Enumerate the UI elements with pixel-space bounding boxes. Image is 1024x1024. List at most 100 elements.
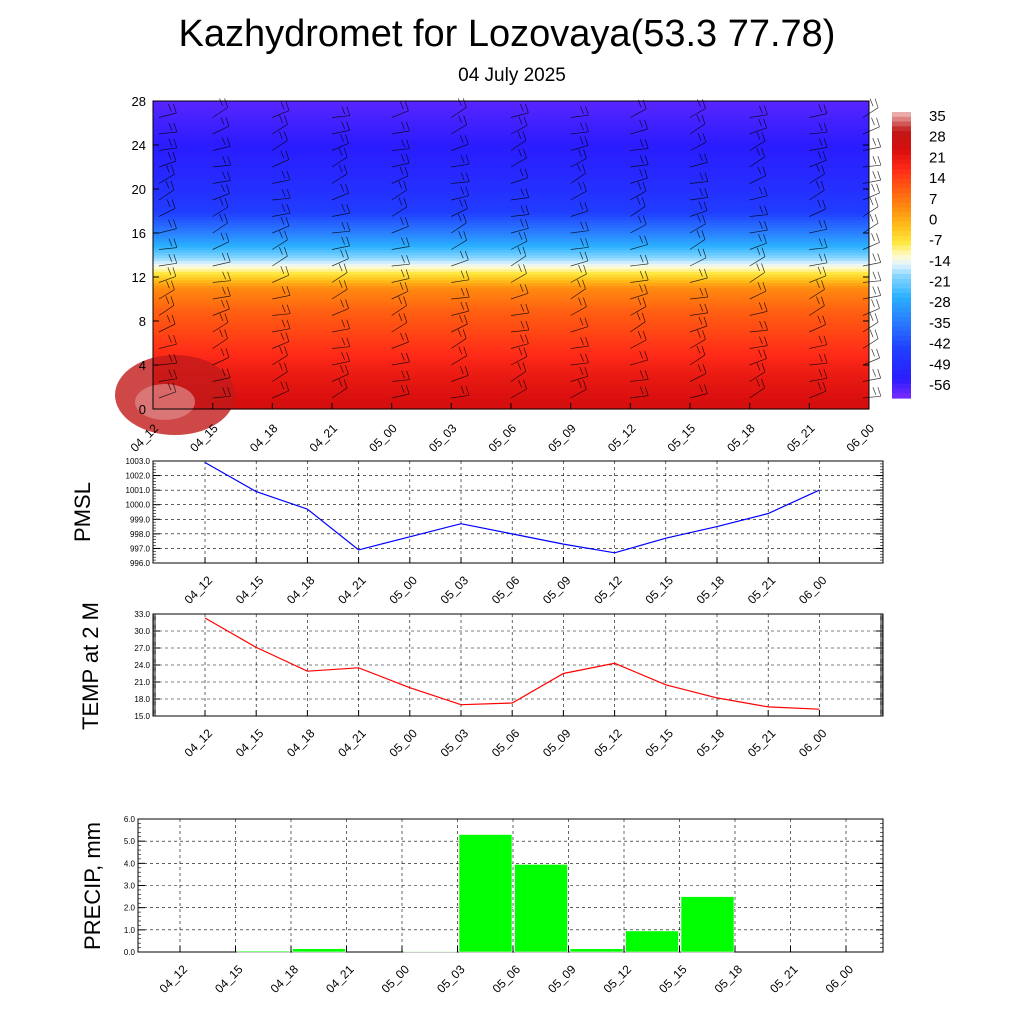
- heatmap-band: [153, 125, 869, 130]
- colorbar-swatch: [892, 316, 911, 323]
- heatmap-band: [153, 189, 869, 193]
- colorbar-swatch: [892, 293, 911, 299]
- wind-barb: [212, 98, 228, 118]
- wind-barb: [862, 214, 879, 234]
- heatmap-band: [153, 362, 869, 366]
- wind-barb: [158, 151, 177, 168]
- wind-barb: [809, 280, 825, 300]
- wind-barb: [510, 188, 530, 201]
- heatmap-band: [153, 213, 869, 218]
- colorbar-swatch: [892, 269, 911, 275]
- wind-barb: [510, 168, 529, 184]
- y-tick-label: 997.0: [130, 544, 151, 553]
- wind-barb: [212, 155, 231, 168]
- heatmap-band: [153, 279, 869, 284]
- wind-barb: [749, 378, 765, 399]
- wind-barb: [331, 263, 348, 283]
- heatmap-band: [153, 156, 869, 160]
- wind-barb: [630, 297, 647, 316]
- wind-barb: [749, 263, 765, 283]
- heatmap-band: [153, 194, 869, 198]
- colorbar-swatch: [892, 245, 911, 251]
- wind-barb: [570, 182, 587, 201]
- wind-barb: [158, 314, 176, 333]
- wind-barb: [158, 369, 178, 382]
- x-tick-label: 05_06: [490, 962, 524, 996]
- wind-barb: [451, 213, 467, 234]
- y-axis-label: PRECIP, mm: [80, 822, 105, 950]
- heatmap-band: [153, 191, 869, 196]
- wind-barb: [391, 237, 410, 250]
- colorbar-swatch: [892, 321, 911, 328]
- colorbar-swatch: [892, 159, 911, 166]
- wind-barb: [451, 346, 468, 366]
- heatmap-band: [153, 334, 869, 339]
- wind-barb: [809, 253, 828, 267]
- wind-barb: [158, 335, 177, 349]
- x-tick-label: 04_18: [284, 726, 318, 760]
- heatmap-band: [153, 296, 869, 300]
- heatmap-band: [153, 274, 869, 278]
- precip-bar: [292, 948, 346, 953]
- wind-barb: [749, 247, 766, 267]
- wind-barb: [272, 332, 290, 349]
- heatmap-band: [153, 329, 869, 333]
- x-tick-label: 04_18: [268, 962, 302, 996]
- colorbar-swatch: [892, 121, 911, 127]
- y-tick-label: 12: [132, 270, 146, 285]
- heatmap-band: [153, 208, 869, 212]
- wind-barb: [331, 299, 349, 316]
- wind-barb: [510, 379, 527, 399]
- colorbar-label: -21: [929, 274, 951, 291]
- x-tick-label: 06_00: [823, 962, 857, 996]
- heatmap-band: [153, 370, 869, 374]
- wind-barb: [272, 189, 291, 201]
- y-tick-label: 24: [132, 138, 146, 153]
- y-tick-label: 20: [132, 182, 146, 197]
- wind-barb: [570, 317, 589, 333]
- wind-barb: [331, 121, 350, 135]
- wind-barb: [689, 153, 708, 168]
- x-tick-label: 04_15: [233, 726, 267, 760]
- wind-barb: [272, 101, 290, 118]
- colorbar: 35 28 21 14 7 0 -7 -14 -21 -28 -35 -42 -49 -56: [892, 108, 951, 399]
- heatmap-band: [153, 299, 869, 303]
- x-tick-label: 06_00: [844, 421, 878, 455]
- pmsl-line: [204, 461, 820, 554]
- wind-barb: [331, 164, 348, 184]
- wind-barb: [630, 181, 647, 201]
- wind-barb: [689, 345, 706, 366]
- colorbar-swatch: [892, 369, 911, 375]
- x-tick-label: 05_21: [767, 962, 801, 996]
- wind-barb: [451, 155, 470, 168]
- wind-barb: [331, 365, 349, 382]
- x-tick-label: 05_21: [745, 573, 779, 607]
- colorbar-swatch: [892, 188, 911, 194]
- colorbar-swatch: [892, 345, 911, 351]
- colorbar-swatch: [892, 135, 911, 142]
- wind-barb: [212, 197, 229, 217]
- precip-bar: [625, 930, 679, 953]
- heatmap-band: [153, 230, 869, 234]
- wind-barb: [158, 280, 175, 300]
- x-tick-label: 05_15: [642, 573, 676, 607]
- colorbar-swatch: [892, 207, 911, 213]
- wind-barb: [451, 231, 468, 250]
- wind-barb: [809, 296, 825, 316]
- wind-barb: [510, 131, 527, 151]
- wind-barb: [689, 114, 706, 135]
- colorbar-swatch: [892, 326, 911, 332]
- heatmap-band: [153, 101, 869, 105]
- wind-barb: [451, 366, 469, 382]
- x-tick-label: 05_03: [434, 962, 468, 996]
- heatmap-band: [153, 315, 869, 319]
- wind-barb: [272, 286, 291, 300]
- y-tick-label: 4.0: [124, 859, 136, 868]
- wind-barb: [158, 296, 175, 316]
- heatmap-band: [153, 169, 869, 174]
- wind-barb: [391, 352, 410, 366]
- y-tick-label: 30.0: [134, 627, 150, 636]
- x-tick-label: 05_06: [489, 726, 523, 760]
- heatmap-band: [153, 252, 869, 256]
- colorbar-swatch: [892, 331, 911, 337]
